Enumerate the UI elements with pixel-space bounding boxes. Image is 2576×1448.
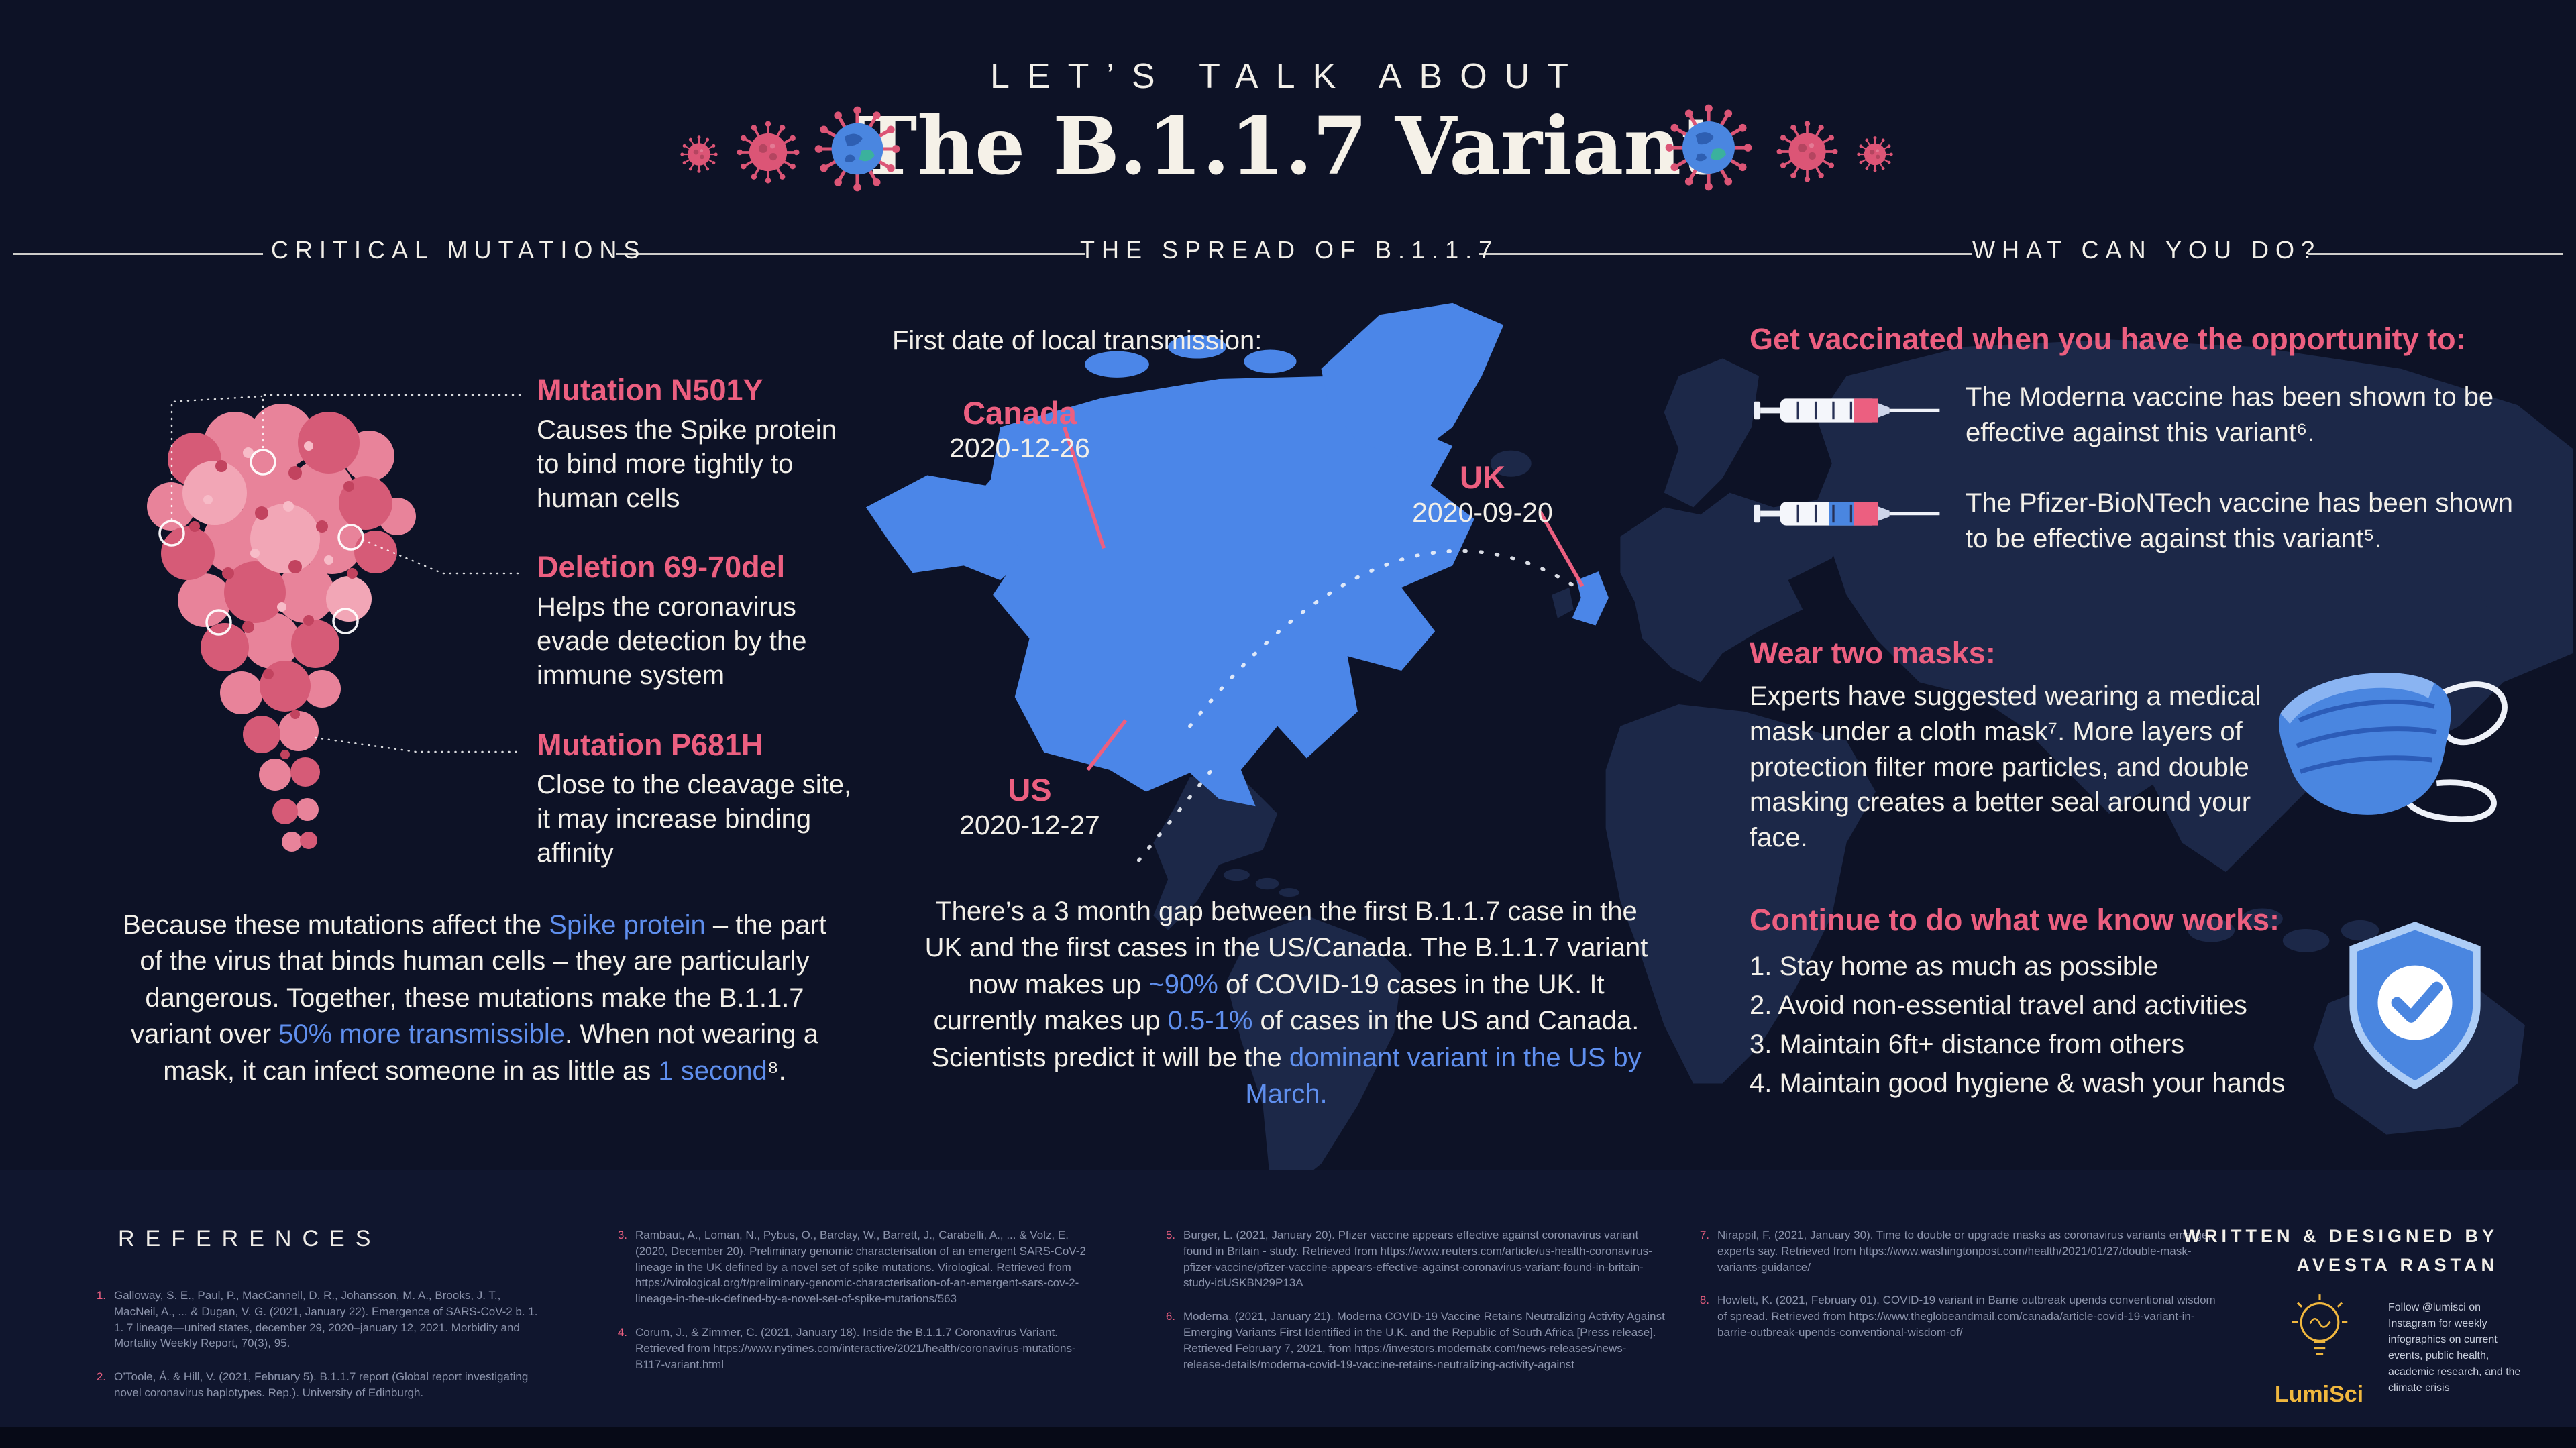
earth-virus-icon — [814, 106, 900, 192]
transmission-date: 2020-12-26 — [949, 433, 1090, 463]
references-column: 1. Galloway, S. E., Paul, P., MacCannell… — [86, 1288, 542, 1418]
mutation-desc: Causes the Spike protein to bind more ti… — [537, 415, 837, 514]
transmission-date: 2020-12-27 — [959, 810, 1100, 840]
list-item: 2. Avoid non-essential travel and activi… — [1750, 991, 2247, 1020]
mutation-entry: Deletion 69-70del Helps the coronavirus … — [537, 550, 852, 693]
reference-text: O’Toole, Á. & Hill, V. (2021, February 5… — [114, 1370, 529, 1399]
masks-text: Experts have suggested wearing a medical… — [1750, 681, 2261, 853]
double-mask-icon — [2259, 632, 2528, 853]
reference-text: Rambaut, A., Loman, N., Pybus, O., Barcl… — [635, 1229, 1086, 1306]
section-divider-line — [2308, 253, 2563, 255]
spread-summary: There’s a 3 month gap between the first … — [924, 897, 1648, 1109]
reference-text: Howlett, K. (2021, February 01). COVID-1… — [1717, 1294, 2216, 1339]
reference-number: 3. — [617, 1229, 627, 1241]
references-heading: REFERENCES — [118, 1226, 382, 1251]
reference-text: Burger, L. (2021, January 20). Pfizer va… — [1183, 1229, 1652, 1290]
reference-item: 6. Moderna. (2021, January 21). Moderna … — [1155, 1308, 1665, 1372]
mutation-entry: Mutation N501Y Causes the Spike protein … — [537, 373, 852, 516]
continue-heading: Continue to do what we know works: — [1750, 903, 2280, 937]
mutation-name: Deletion 69-70del — [537, 550, 786, 584]
syringe-icon — [1752, 484, 1944, 543]
bottom-strip — [0, 1427, 2576, 1448]
section-divider-line — [1479, 253, 1972, 255]
section-header-spread: THE SPREAD OF B.1.1.7 — [1080, 236, 1499, 264]
country-name: US — [1008, 772, 1052, 807]
reference-text: Galloway, S. E., Paul, P., MacCannell, D… — [114, 1289, 538, 1350]
credits: WRITTEN & DESIGNED BY AVESTA RASTAN — [2012, 1222, 2498, 1280]
section-divider-line — [616, 253, 1085, 255]
vaccine-text-moderna: The Moderna vaccine has been shown to be… — [1966, 382, 2494, 447]
reference-number: 7. — [1699, 1229, 1709, 1241]
credits-line2: AVESTA RASTAN — [2296, 1255, 2498, 1276]
list-item: 4. Maintain good hygiene & wash your han… — [1750, 1068, 2286, 1098]
section-divider-line — [13, 253, 263, 255]
spike-protein-figure — [147, 394, 523, 852]
virus-icon — [1776, 121, 1838, 182]
references-column: 3. Rambaut, A., Loman, N., Pybus, O., Ba… — [607, 1227, 1090, 1390]
map-label-canada: Canada 2020-12-26 — [932, 394, 1107, 464]
section-header-actions: WHAT CAN YOU DO? — [1972, 236, 2322, 264]
earth-virus-icon — [1665, 104, 1752, 191]
reference-number: 4. — [617, 1325, 627, 1339]
reference-text: Nirappil, F. (2021, January 30). Time to… — [1717, 1229, 2212, 1274]
lumisci-logo-text: LumiSci — [2274, 1382, 2364, 1407]
shield-check-icon — [2338, 915, 2492, 1095]
transmission-date: 2020-09-20 — [1412, 497, 1553, 528]
credits-line1: WRITTEN & DESIGNED BY — [2183, 1226, 2498, 1246]
reference-number: 6. — [1165, 1310, 1175, 1323]
page-title: The B.1.1.7 Variant — [858, 99, 1718, 192]
syringe-icon — [1752, 381, 1944, 440]
virus-icon — [680, 135, 718, 173]
transmission-lead: First date of local transmission: — [892, 326, 1263, 355]
references-column: 7. Nirappil, F. (2021, January 30). Time… — [1689, 1227, 2226, 1358]
section-header-mutations: CRITICAL MUTATIONS — [271, 236, 647, 264]
header-kicker: LET’S TALK ABOUT — [989, 57, 1586, 96]
vaccine-text-pfizer: The Pfizer-BioNTech vaccine has been sho… — [1966, 488, 2513, 553]
reference-number: 8. — [1699, 1294, 1709, 1307]
list-item: 3. Maintain 6ft+ distance from others — [1750, 1029, 2185, 1059]
mutation-entry: Mutation P681H Close to the cleavage sit… — [537, 728, 852, 871]
mutations-summary: Because these mutations affect the Spike… — [123, 910, 826, 1086]
virus-icon — [737, 121, 800, 184]
reference-item: 3. Rambaut, A., Loman, N., Pybus, O., Ba… — [607, 1227, 1090, 1307]
reference-number: 5. — [1165, 1229, 1175, 1241]
virus-icon — [1857, 136, 1893, 172]
reference-item: 5. Burger, L. (2021, January 20). Pfizer… — [1155, 1227, 1665, 1291]
reference-number: 1. — [96, 1289, 106, 1302]
country-name: Canada — [963, 395, 1077, 431]
mutation-name: Mutation P681H — [537, 728, 763, 762]
references-column: 5. Burger, L. (2021, January 20). Pfizer… — [1155, 1227, 1665, 1390]
lightbulb-icon — [2282, 1290, 2357, 1380]
reference-number: 2. — [96, 1370, 106, 1384]
footer: REFERENCES 1. Galloway, S. E., Paul, P.,… — [0, 1170, 2576, 1448]
mutation-desc: Helps the coronavirus evade detection by… — [537, 592, 807, 691]
mutation-desc: Close to the cleavage site, it may incre… — [537, 770, 852, 869]
masks-heading: Wear two masks: — [1750, 636, 1996, 670]
country-name: UK — [1460, 459, 1505, 495]
reference-text: Corum, J., & Zimmer, C. (2021, January 1… — [635, 1325, 1076, 1371]
follow-text: Follow @lumisci on Instagram for weekly … — [2388, 1302, 2521, 1394]
map-label-us: US 2020-12-27 — [953, 771, 1107, 841]
reference-item: 2. O’Toole, Á. & Hill, V. (2021, Februar… — [86, 1369, 542, 1401]
continue-list: 1. Stay home as much as possible 2. Avoi… — [1750, 947, 2326, 1103]
reference-item: 7. Nirappil, F. (2021, January 30). Time… — [1689, 1227, 2226, 1275]
reference-item: 4. Corum, J., & Zimmer, C. (2021, Januar… — [607, 1325, 1090, 1372]
list-item: 1. Stay home as much as possible — [1750, 952, 2159, 981]
reference-item: 8. Howlett, K. (2021, February 01). COVI… — [1689, 1292, 2226, 1340]
reference-item: 1. Galloway, S. E., Paul, P., MacCannell… — [86, 1288, 542, 1351]
map-label-uk: UK 2020-09-20 — [1399, 459, 1566, 528]
mutation-name: Mutation N501Y — [537, 373, 763, 407]
vaccinate-heading: Get vaccinated when you have the opportu… — [1750, 322, 2466, 356]
reference-text: Moderna. (2021, January 21). Moderna COV… — [1183, 1310, 1665, 1371]
